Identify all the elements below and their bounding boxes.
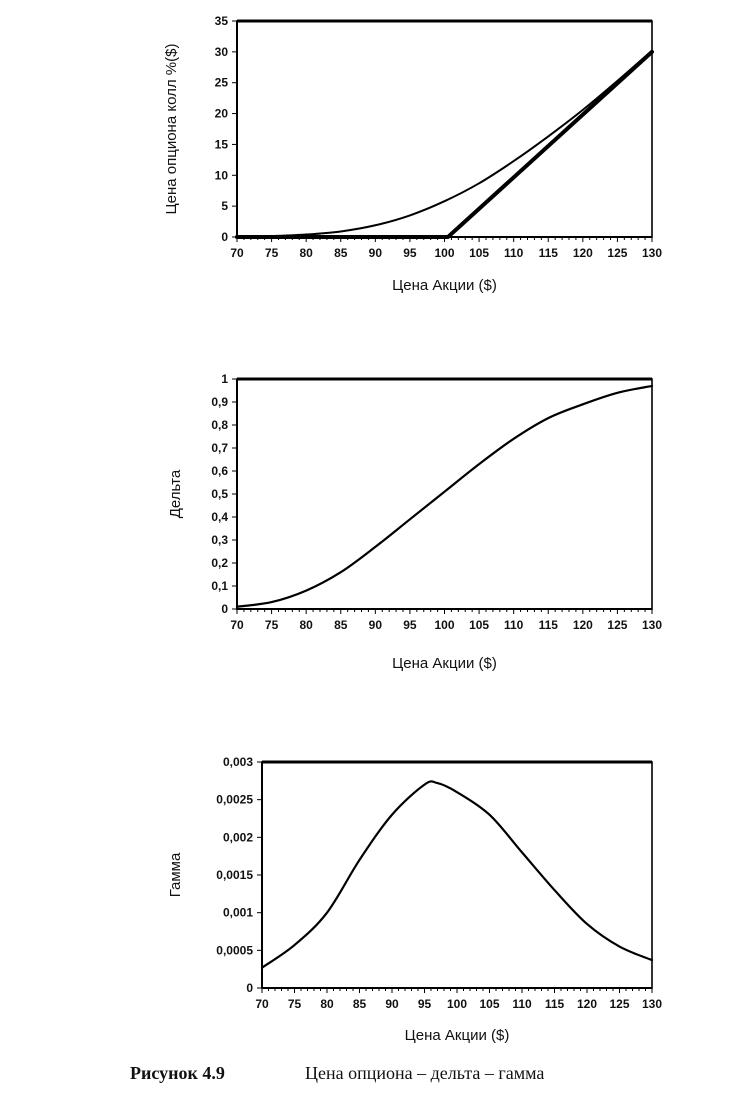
figure-caption-label: Рисунок 4.9 — [130, 1063, 225, 1083]
x-tick-label: 70 — [230, 246, 244, 260]
y-tick-label: 0,2 — [211, 556, 228, 570]
gamma-line — [260, 780, 654, 969]
chart-1: 70 75 80 85 90 95 100 105 110 115 120 125 130 0 5 10 15 2… — [163, 14, 662, 294]
delta-line — [235, 384, 654, 608]
x-tick-label: 75 — [288, 997, 302, 1011]
chart-3: 70 75 80 85 90 95 100 105 110 115 120 125 130 0 0,0005… — [167, 755, 662, 1044]
x-tick-label: 120 — [573, 246, 593, 260]
y-tick-label: 0 — [221, 602, 228, 616]
x-tick-label: 110 — [512, 997, 532, 1011]
x-tick-label: 125 — [607, 618, 627, 632]
x-tick-label: 85 — [334, 618, 348, 632]
x-tick-label: 115 — [539, 246, 559, 260]
y-tick-label: 35 — [215, 14, 229, 28]
y-axis-title: Гамма — [167, 852, 184, 897]
y-tick-label: 0,0015 — [216, 868, 253, 882]
y-axis-title: Дельта — [167, 469, 184, 518]
x-tick-label: 90 — [369, 618, 383, 632]
y-tick-label: 0,1 — [211, 579, 228, 593]
x-tick-label: 75 — [265, 618, 279, 632]
x-tick-label: 100 — [447, 997, 467, 1011]
y-tick-label: 0,7 — [211, 441, 228, 455]
call-price-line — [236, 49, 653, 238]
y-tick-label: 0,3 — [211, 533, 228, 547]
x-tick-label: 80 — [299, 246, 313, 260]
x-tick-label: 85 — [353, 997, 367, 1011]
y-tick-label: 25 — [215, 76, 229, 90]
x-tick-label: 100 — [434, 618, 454, 632]
y-tick-label: 0 — [221, 230, 228, 244]
y-axis-title: Цена опциона колл %($) — [163, 44, 180, 215]
chart-2: 70 75 80 85 90 95 100 105 110 115 120 125 130 0 0,1 0,2… — [167, 372, 662, 672]
x-tick-label: 130 — [642, 246, 662, 260]
y-tick-label: 5 — [221, 199, 228, 213]
y-tick-label: 0,002 — [223, 830, 253, 844]
x-tick-label: 90 — [385, 997, 399, 1011]
x-tick-label: 80 — [320, 997, 334, 1011]
x-tick-label: 125 — [607, 246, 627, 260]
y-tick-label: 10 — [215, 168, 229, 182]
x-tick-label: 105 — [469, 618, 489, 632]
x-tick-label: 90 — [369, 246, 383, 260]
x-tick-label: 85 — [334, 246, 348, 260]
y-tick-label: 30 — [215, 45, 229, 59]
x-axis-title: Цена Акции ($) — [392, 655, 497, 672]
x-tick-label: 95 — [418, 997, 432, 1011]
y-tick-label: 0,9 — [211, 395, 228, 409]
x-tick-label: 120 — [573, 618, 593, 632]
x-tick-label: 110 — [504, 618, 524, 632]
x-tick-label: 130 — [642, 997, 662, 1011]
intrinsic-value-line — [235, 49, 654, 239]
figure-caption: Рисунок 4.9 Цена опциона – дельта – гамма — [130, 1063, 690, 1089]
x-axis-title: Цена Акции ($) — [405, 1027, 510, 1044]
y-tick-label: 0,5 — [211, 487, 228, 501]
y-tick-label: 0,4 — [211, 510, 228, 524]
x-tick-label: 95 — [403, 246, 417, 260]
plot-frame — [236, 20, 653, 238]
x-tick-label: 125 — [609, 997, 629, 1011]
x-tick-label: 105 — [479, 997, 499, 1011]
y-tick-label: 0,001 — [223, 906, 253, 920]
x-tick-label: 120 — [577, 997, 597, 1011]
y-tick-label: 1 — [221, 372, 228, 386]
x-tick-label: 80 — [299, 618, 313, 632]
x-tick-label: 70 — [255, 997, 269, 1011]
y-tick-label: 15 — [215, 137, 229, 151]
x-tick-label: 115 — [545, 997, 565, 1011]
x-tick-label: 100 — [434, 246, 454, 260]
y-tick-label: 0,0025 — [216, 793, 253, 807]
x-tick-label: 95 — [403, 618, 417, 632]
figure-caption-text: Цена опциона – дельта – гамма — [305, 1063, 545, 1083]
x-tick-label: 70 — [230, 618, 244, 632]
x-axis-title: Цена Акции ($) — [392, 277, 497, 294]
x-tick-label: 130 — [642, 618, 662, 632]
plot-frame — [261, 761, 653, 989]
y-tick-label: 0,8 — [211, 418, 228, 432]
x-tick-label: 105 — [469, 246, 489, 260]
x-tick-label: 110 — [504, 246, 524, 260]
plot-frame — [236, 378, 653, 610]
y-tick-label: 20 — [215, 107, 229, 121]
x-tick-label: 115 — [539, 618, 559, 632]
y-tick-label: 0,003 — [223, 755, 253, 769]
y-tick-label: 0 — [246, 981, 253, 995]
x-tick-label: 75 — [265, 246, 279, 260]
y-tick-label: 0,0005 — [216, 943, 253, 957]
y-tick-label: 0,6 — [211, 464, 228, 478]
